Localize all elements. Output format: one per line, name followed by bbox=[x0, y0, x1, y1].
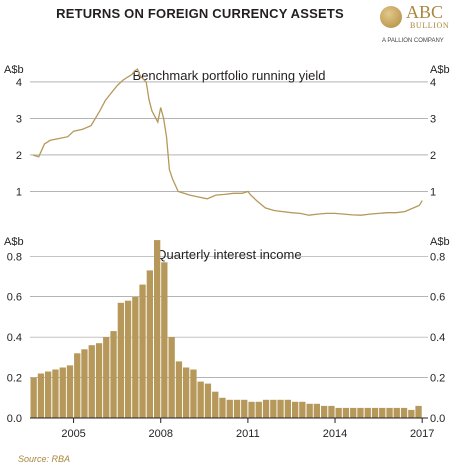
x-tick-label: 2005 bbox=[61, 428, 85, 440]
income-bar bbox=[124, 300, 132, 418]
income-bar bbox=[168, 337, 175, 418]
y-tick-label-right: 4 bbox=[430, 77, 436, 89]
income-bar bbox=[306, 403, 313, 418]
panel-title: Quarterly interest income bbox=[156, 247, 301, 262]
yield-series-line bbox=[32, 68, 423, 216]
income-bar bbox=[255, 401, 262, 418]
panel-title: Benchmark portfolio running yield bbox=[133, 68, 326, 83]
x-tick-label: 2008 bbox=[148, 428, 172, 440]
income-bar bbox=[219, 397, 226, 418]
income-bar bbox=[386, 407, 393, 418]
income-bar bbox=[110, 331, 117, 418]
income-bar bbox=[74, 353, 81, 418]
income-bar bbox=[212, 391, 219, 418]
income-bar bbox=[284, 399, 291, 418]
x-tick-label: 2011 bbox=[236, 428, 260, 440]
y-tick-label-left: 4 bbox=[16, 77, 22, 89]
income-bar bbox=[262, 399, 270, 418]
y-tick-label-left: 3 bbox=[16, 113, 22, 125]
income-bar bbox=[408, 409, 415, 418]
income-bar bbox=[81, 349, 88, 418]
income-bar bbox=[30, 377, 37, 418]
unit-label-left: A$b bbox=[4, 64, 24, 76]
income-bar bbox=[379, 407, 386, 418]
y-tick-label-right: 3 bbox=[430, 113, 436, 125]
unit-label-left: A$b bbox=[4, 236, 24, 248]
income-bar bbox=[364, 407, 371, 418]
y-tick-label-left: 0.6 bbox=[7, 292, 22, 304]
y-tick-label-right: 1 bbox=[430, 186, 436, 198]
income-bar bbox=[400, 407, 408, 418]
income-bar bbox=[241, 399, 248, 418]
y-tick-label-left: 0.8 bbox=[7, 251, 22, 263]
y-tick-label-right: 0.4 bbox=[430, 332, 445, 344]
y-tick-label-right: 0.0 bbox=[430, 413, 445, 425]
unit-label-right: A$b bbox=[430, 64, 450, 76]
y-tick-label-right: 2 bbox=[430, 150, 436, 162]
income-bar bbox=[335, 407, 342, 418]
income-bar bbox=[183, 367, 190, 418]
income-bar bbox=[139, 284, 146, 418]
income-bar bbox=[146, 270, 153, 418]
income-bar bbox=[132, 296, 139, 418]
logo-seal-icon bbox=[380, 6, 402, 28]
income-bar bbox=[190, 369, 197, 418]
y-tick-label-right: 0.2 bbox=[430, 373, 445, 385]
income-bar bbox=[103, 337, 110, 418]
income-bar bbox=[175, 361, 183, 418]
income-bar bbox=[45, 371, 52, 418]
income-bar bbox=[52, 369, 59, 418]
income-bar bbox=[277, 399, 284, 418]
income-bar bbox=[342, 407, 350, 418]
income-bar bbox=[299, 401, 306, 418]
income-bar bbox=[371, 407, 379, 418]
y-tick-label-right: 0.6 bbox=[430, 292, 445, 304]
unit-label-right: A$b bbox=[430, 236, 450, 248]
income-bar bbox=[88, 345, 95, 418]
income-bar bbox=[204, 383, 212, 418]
income-bar bbox=[197, 381, 204, 418]
income-bar bbox=[66, 365, 74, 418]
y-tick-label-left: 0.2 bbox=[7, 373, 22, 385]
brand-logo: ABC BULLION A PALLION COMPANY bbox=[378, 2, 460, 48]
income-bar bbox=[270, 399, 277, 418]
logo-text: ABC bbox=[406, 2, 444, 22]
income-bar bbox=[248, 401, 255, 418]
income-bar bbox=[313, 403, 320, 418]
logo-tagline: A PALLION COMPANY bbox=[382, 38, 444, 44]
income-bar bbox=[161, 262, 168, 418]
logo-subtext: BULLION bbox=[410, 21, 450, 30]
income-bar bbox=[415, 405, 422, 418]
y-tick-label-left: 1 bbox=[16, 186, 22, 198]
y-tick-label-left: 0.0 bbox=[7, 413, 22, 425]
income-bar bbox=[328, 405, 335, 418]
y-tick-label-left: 0.4 bbox=[7, 332, 22, 344]
x-tick-label: 2017 bbox=[410, 428, 434, 440]
y-tick-label-left: 2 bbox=[16, 150, 22, 162]
income-bar bbox=[350, 407, 357, 418]
income-bar bbox=[154, 240, 161, 418]
income-bar bbox=[292, 401, 299, 418]
x-tick-label: 2014 bbox=[323, 428, 347, 440]
income-bar bbox=[59, 367, 66, 418]
income-bar bbox=[233, 399, 241, 418]
income-bar bbox=[393, 407, 400, 418]
income-bar bbox=[95, 343, 103, 418]
figure-title: RETURNS ON FOREIGN CURRENCY ASSETS bbox=[56, 6, 344, 21]
income-bar bbox=[357, 407, 364, 418]
income-bar bbox=[37, 373, 45, 418]
income-bar bbox=[321, 405, 328, 418]
y-tick-label-right: 0.8 bbox=[430, 251, 445, 263]
income-bar bbox=[117, 302, 124, 418]
income-bar bbox=[226, 399, 233, 418]
source-note: Source: RBA bbox=[18, 454, 71, 464]
